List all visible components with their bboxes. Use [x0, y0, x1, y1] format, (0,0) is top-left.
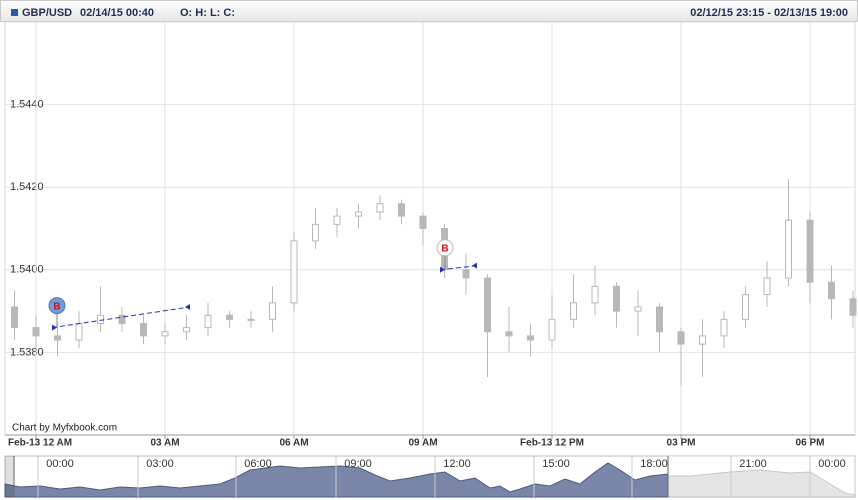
candle-body	[656, 306, 663, 333]
candle-body	[570, 302, 577, 320]
candle-body	[333, 215, 341, 225]
date-range: 02/12/15 23:15 - 02/13/15 19:00	[690, 7, 848, 19]
candle-body	[720, 318, 728, 337]
x-tick-label: 03 PM	[667, 438, 696, 449]
candle-body	[785, 219, 792, 279]
navigator-labels: 00:00 03:00 06:00 09:00 12:00 15:00 18:00 21:00…	[37, 456, 846, 497]
candle-body	[269, 302, 276, 320]
navigator-area-outside	[667, 469, 856, 498]
candle-body	[97, 314, 104, 324]
candle-body	[376, 203, 384, 213]
y-tick-label: 1.5400	[10, 264, 44, 276]
trade-label: B	[441, 243, 448, 254]
candle-body	[183, 327, 190, 333]
candle-body	[699, 335, 706, 345]
navigator-label: 09:00	[344, 458, 372, 470]
navigator-label: 00:00	[46, 458, 74, 470]
navigator-mask	[5, 456, 14, 497]
trades: BB	[48, 239, 478, 331]
grid: 1.5380 1.5400 1.5420 1.5440	[5, 22, 855, 435]
candle-body	[505, 331, 513, 337]
ohlc-label: O: H: L: C:	[180, 7, 235, 19]
y-tick-label: 1.5380	[10, 346, 44, 358]
candle-body	[742, 294, 749, 320]
trade-exit	[472, 262, 477, 269]
navigator-label: 21:00	[739, 458, 767, 470]
date-time: 02/14/15 00:40	[80, 7, 154, 19]
navigator-label: 06:00	[244, 458, 272, 470]
candle-body	[419, 215, 427, 230]
candle-body	[677, 331, 685, 345]
trade-marker	[48, 297, 66, 315]
candle-body	[527, 335, 534, 341]
symbol: GBP/USD	[22, 7, 72, 19]
candle-body	[161, 331, 169, 337]
navigator-label: 00:00	[818, 458, 846, 470]
y-tick-label: 1.5440	[10, 99, 44, 111]
x-tick-label: 06 AM	[279, 438, 308, 449]
trade-label: B	[53, 301, 60, 312]
candle-body	[32, 327, 40, 337]
navigator-label: 12:00	[443, 458, 471, 470]
candle-body	[226, 314, 233, 320]
candle-body	[634, 306, 642, 312]
trade-marker	[436, 239, 454, 257]
candle-body	[290, 240, 298, 304]
trade-entry	[440, 266, 445, 273]
navigator-mask	[668, 456, 855, 497]
trade-entry	[52, 324, 57, 331]
candle-body	[247, 318, 255, 321]
candle-body	[312, 223, 319, 242]
trade-line	[439, 265, 478, 271]
navigator-label: 03:00	[146, 458, 174, 470]
candle-body	[54, 335, 61, 341]
symbol-icon	[11, 9, 18, 16]
x-tick-label: 09 AM	[408, 438, 437, 449]
x-tick-label: 06 PM	[796, 438, 825, 449]
navigator-label: 18:00	[640, 458, 668, 470]
candle-body	[849, 298, 857, 316]
candle-body	[484, 277, 491, 333]
x-tick-label: Feb-13 12 PM	[520, 438, 584, 449]
candle-body	[11, 306, 18, 329]
trade-exit	[185, 303, 190, 310]
candle-body	[806, 219, 814, 283]
x-tick-label: 03 AM	[150, 438, 179, 449]
navigator-label: 15:00	[542, 458, 570, 470]
candle-body	[204, 314, 212, 329]
trade-line	[51, 306, 191, 329]
candle-body	[462, 269, 470, 279]
candle-body	[763, 277, 771, 296]
candle-body	[828, 281, 835, 300]
credit: Chart by Myfxbook.com	[12, 423, 117, 434]
candle-body	[75, 322, 83, 341]
candle-body	[548, 318, 556, 341]
candle-body	[613, 285, 620, 312]
candle-body	[355, 211, 362, 217]
candle-body	[591, 285, 599, 304]
candle-body	[398, 203, 405, 217]
candle-body	[140, 322, 147, 337]
plot-area	[4, 21, 856, 436]
x-tick-label: Feb-13 12 AM	[8, 438, 72, 449]
x-tick-labels: Feb-13 12 AM 03 AM 06 AM 09 AM Feb-13 12 PM 0…	[8, 435, 824, 449]
y-tick-label: 1.5420	[10, 181, 44, 193]
candle-body	[118, 314, 126, 324]
